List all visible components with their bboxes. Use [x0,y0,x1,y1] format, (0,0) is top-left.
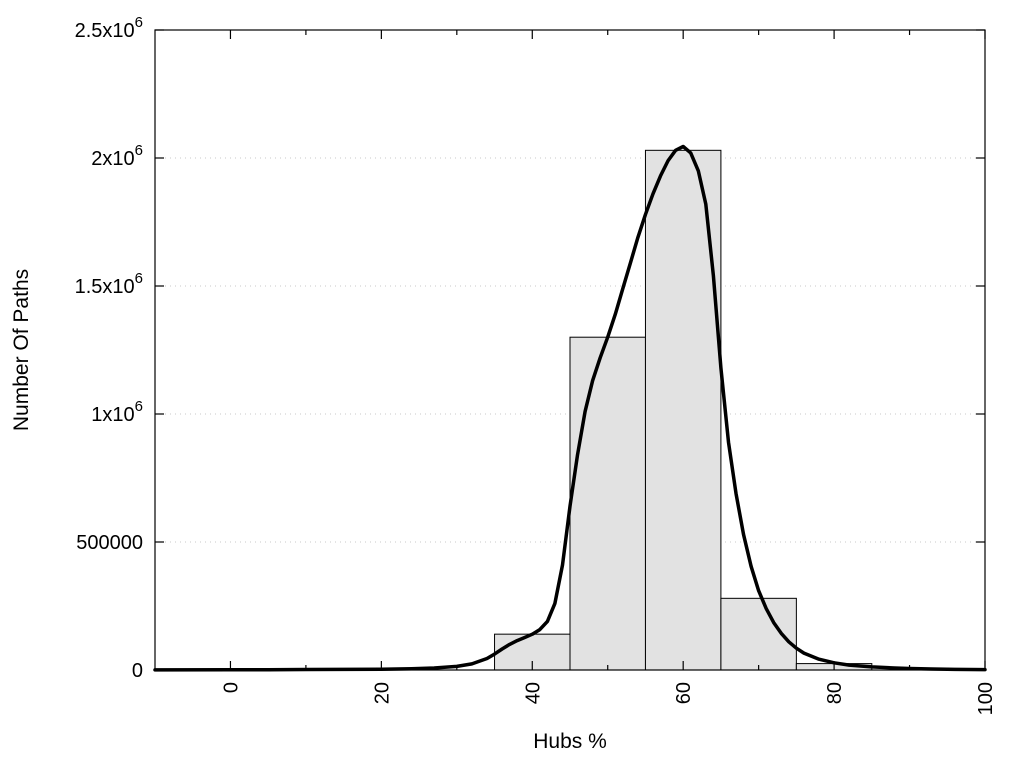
y-tick-label: 1.5x106 [75,270,143,298]
histogram-bar [569,336,646,671]
histogram-bar [720,597,797,671]
plot-border [154,29,986,671]
axis-ticks [155,29,986,671]
histogram-bars [494,149,873,671]
y-tick-label: 500000 [76,532,143,554]
y-axis-title: Number Of Paths [10,269,33,431]
x-tick-label: 60 [673,682,695,704]
x-tick-label: 20 [371,682,393,704]
distribution-curve [153,144,987,672]
x-tick-label: 0 [220,682,242,693]
plot-frame [154,29,986,671]
y-tick-label: 2.5x106 [75,14,143,42]
x-tick-label: 80 [824,682,846,704]
y-tick-label: 1x106 [91,398,143,426]
x-tick-label: 100 [975,682,997,715]
y-tick-label: 0 [132,660,143,682]
tick-labels: 0 20 40 60 80 100 0 500000 1x106 1.5x106 2x106 2.5x… [75,14,997,715]
x-tick-label: 40 [522,682,544,704]
x-axis-title: Hubs % [533,730,607,753]
curve-line [153,144,987,672]
y-tick-label: 2x106 [91,142,143,170]
